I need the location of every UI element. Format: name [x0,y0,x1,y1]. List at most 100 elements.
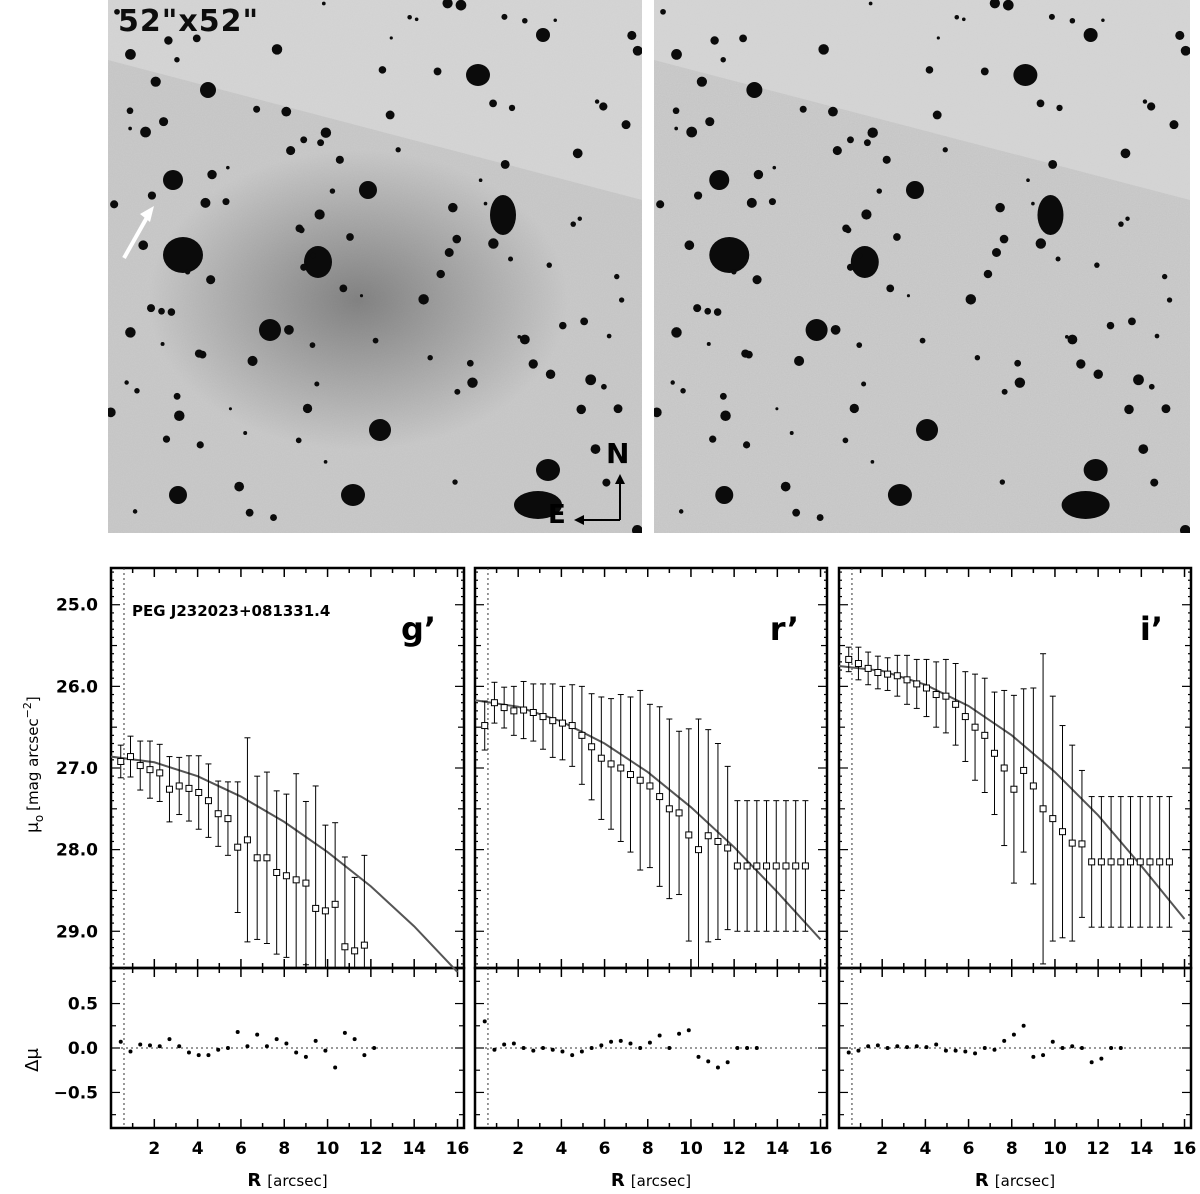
residual-point [570,1053,575,1058]
residual-point [599,1043,604,1048]
data-point [282,872,290,880]
residual-point [895,1044,900,1049]
sky-image-left [108,0,642,533]
residual-point [492,1047,497,1052]
residual-point [541,1046,546,1050]
sky-image-right [654,0,1190,533]
x-tick-label: 2 [876,1139,888,1159]
data-point [695,846,703,854]
data-point [1039,805,1047,813]
residual-point [303,1054,308,1059]
fit-curve [110,755,459,973]
residual-point [647,1040,652,1045]
x-tick-label: 12 [722,1139,746,1159]
residual-point [992,1047,997,1052]
x-tick-label: 2 [512,1139,524,1159]
data-point [539,713,547,721]
residual-point [206,1053,211,1058]
data-point [185,784,193,792]
x-tick-label: 16 [1173,1139,1197,1159]
data-point [704,832,712,840]
residual-point [118,1039,123,1044]
data-point [273,868,281,876]
data-point [893,672,901,680]
y-tick-label: 29.0 [56,922,98,942]
y-tick-label: 27.0 [56,759,98,779]
residual-tick-label: −0.5 [54,1083,98,1103]
residual-point [754,1046,759,1050]
data-point [312,904,320,912]
residual-point [531,1048,536,1053]
residual-point [352,1037,357,1042]
scale-label: 52"x52" [118,4,260,39]
residual-point [638,1046,643,1050]
residual-point [245,1044,250,1049]
residual-point [147,1043,152,1048]
residual-point [696,1054,701,1059]
residual-point [196,1053,201,1058]
data-point [597,754,605,762]
x-tick-label: 4 [919,1139,931,1159]
residual-point [963,1049,968,1054]
data-point [971,723,979,731]
data-point [864,664,872,672]
data-point [351,947,359,955]
residual-point [362,1053,367,1058]
data-point [961,713,969,721]
residual-point [128,1049,133,1054]
data-point [1078,840,1086,848]
data-point [1117,858,1125,866]
y-tick-label: 25.0 [56,596,98,616]
data-point [1020,766,1028,774]
residual-point [313,1038,318,1043]
data-point [331,900,339,908]
residual-point [706,1059,711,1064]
x-tick-label: 8 [642,1139,654,1159]
residual-point [1070,1044,1075,1049]
data-point [146,766,154,774]
data-point [922,684,930,692]
object-name: PEG J232023+081331.4 [132,602,330,620]
data-point [646,782,654,790]
x-tick-label: 14 [765,1139,789,1159]
data-point [1136,858,1144,866]
residual-point [1031,1054,1036,1059]
residual-point [511,1041,516,1046]
data-point [1165,858,1173,866]
x-tick-label: 6 [963,1139,975,1159]
residual-point [264,1044,269,1049]
residual-point [177,1044,182,1049]
residual-point [725,1060,730,1065]
residual-point [157,1044,162,1049]
band-label: r’ [770,610,799,648]
data-point [126,753,134,761]
data-point [481,722,489,730]
data-point [175,782,183,790]
x-tick-label: 16 [809,1139,833,1159]
data-point [656,793,664,801]
x-tick-label: 14 [402,1139,426,1159]
residual-point [856,1048,861,1053]
profile-plots: 2 4 6 8 10 12 14 16 25.0 26.0 27.0 28.0 29.0 0.5 0.0 −0… [21,566,1197,1191]
residual-point [225,1046,230,1050]
data-point [490,699,498,707]
x-axis-label: R [arcsec] [247,1170,327,1191]
residual-point [521,1046,526,1050]
residual-point [589,1046,594,1050]
residual-point [875,1043,880,1048]
residual-point [1050,1039,1055,1044]
residual-tick-label: 0.0 [68,1039,98,1059]
x-tick-label: 6 [599,1139,611,1159]
data-point [845,655,853,663]
residual-tick-label: 0.5 [68,995,98,1015]
residual-point [924,1045,929,1050]
data-point [156,769,164,777]
x-tick-label: 14 [1129,1139,1153,1159]
data-point [1010,785,1018,793]
x-tick-label: 12 [359,1139,383,1159]
data-point [665,805,673,813]
residual-point [579,1049,584,1054]
data-point [763,862,771,870]
y-tick-label: 26.0 [56,677,98,697]
x-tick-label: 10 [316,1139,340,1159]
